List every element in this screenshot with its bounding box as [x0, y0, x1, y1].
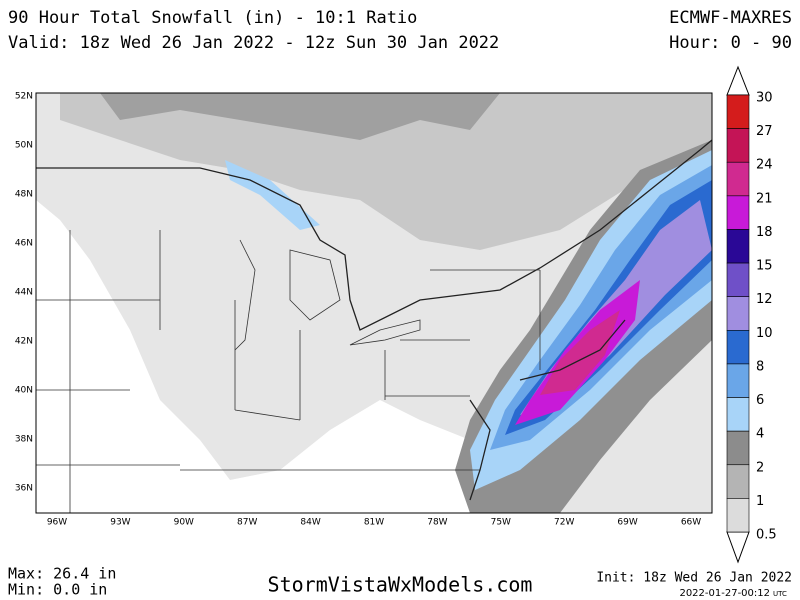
snow-area [225, 160, 320, 230]
colorbar-box [726, 195, 750, 230]
colorbar-box [726, 464, 750, 499]
colorbar-label: 24 [756, 158, 773, 173]
lon-label: 84W [300, 518, 320, 528]
snow-area [100, 93, 500, 140]
lake-outline [234, 239, 421, 351]
site-name: StormVistaWxModels.com [268, 573, 533, 597]
init-time: Init: 18z Wed 26 Jan 2022 [596, 571, 792, 586]
map [35, 92, 713, 514]
coastline [469, 319, 626, 501]
colorbar-box [726, 363, 750, 398]
lat-label: 46N [15, 239, 33, 249]
title: 90 Hour Total Snowfall (in) - 10:1 Ratio [8, 8, 417, 28]
colorbar-label: 21 [756, 191, 773, 206]
colorbar-label: 2 [756, 460, 764, 475]
colorbar-box [726, 262, 750, 297]
colorbar-label: 10 [756, 326, 773, 341]
lon-label: 66W [681, 518, 701, 528]
colorbar-box [726, 229, 750, 264]
colorbar-box [726, 128, 750, 163]
valid-time: Valid: 18z Wed 26 Jan 2022 - 12z Sun 30 … [8, 33, 499, 53]
colorbar-cap [726, 531, 750, 564]
colorbar-cap [726, 65, 750, 96]
snow-area [540, 310, 620, 395]
colorbar-label: 18 [756, 225, 773, 240]
lon-label: 90W [174, 518, 194, 528]
colorbar-label: 0.5 [756, 528, 777, 543]
lat-label: 40N [15, 386, 33, 396]
timestamp: 2022-01-27-00:12 [679, 588, 770, 599]
max-value: Max: 26.4 in [8, 565, 116, 583]
lon-label: 96W [47, 518, 67, 528]
snow-area [60, 93, 712, 250]
lat-label: 36N [15, 484, 33, 494]
lon-label: 81W [364, 518, 384, 528]
colorbar-label: 30 [756, 91, 773, 106]
lat-label: 44N [15, 288, 33, 298]
colorbar-box [726, 430, 750, 466]
lat-label: 50N [15, 141, 33, 151]
colorbar-box [726, 296, 750, 331]
lon-label: 78W [427, 518, 447, 528]
model: ECMWF-MAXRES [669, 8, 792, 28]
colorbar-label: 1 [756, 494, 764, 509]
border [36, 139, 712, 331]
lon-label: 93W [110, 518, 130, 528]
colorbar-label: 4 [756, 427, 764, 442]
colorbar-label: 8 [756, 359, 764, 374]
colorbar-label: 15 [756, 259, 773, 274]
colorbar-label: 6 [756, 393, 764, 408]
colorbar-box [726, 498, 750, 533]
lat-label: 52N [15, 92, 33, 102]
lat-label: 38N [15, 435, 33, 445]
timezone: UTC [773, 590, 787, 598]
colorbar-label: 12 [756, 292, 773, 307]
state-border [36, 230, 541, 513]
colorbar-label: 27 [756, 124, 773, 139]
lon-label: 75W [491, 518, 511, 528]
min-value: Min: 0.0 in [8, 581, 107, 599]
colorbar-box [726, 397, 750, 432]
lat-label: 48N [15, 190, 33, 200]
lat-label: 42N [15, 337, 33, 347]
lon-label: 72W [554, 518, 574, 528]
colorbar-box [726, 94, 750, 129]
map-frame [35, 92, 713, 514]
lon-label: 87W [237, 518, 257, 528]
colorbar-box [726, 330, 750, 365]
lon-label: 69W [617, 518, 637, 528]
colorbar-box [726, 161, 750, 197]
hour-range: Hour: 0 - 90 [669, 33, 792, 53]
